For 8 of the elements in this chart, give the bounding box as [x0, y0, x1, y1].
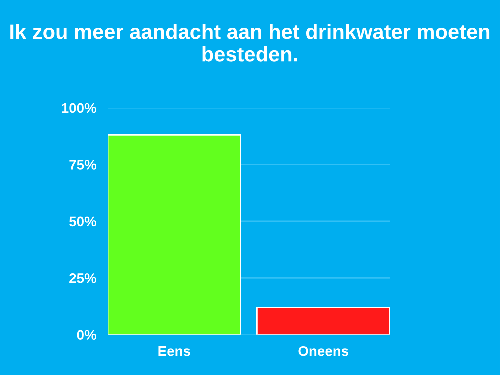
- y-tick-label: 25%: [70, 273, 97, 284]
- x-tick-label: Oneens: [298, 346, 349, 356]
- x-tick-label: Eens: [158, 346, 190, 356]
- y-tick-label: 100%: [62, 103, 97, 114]
- y-tick-label: 75%: [70, 160, 97, 170]
- y-tick-label: 50%: [70, 216, 97, 227]
- y-tick-label: 0%: [77, 330, 97, 340]
- chart-title: Ik zou meer aandacht aan het drinkwater moeten besteden.: [10, 24, 490, 62]
